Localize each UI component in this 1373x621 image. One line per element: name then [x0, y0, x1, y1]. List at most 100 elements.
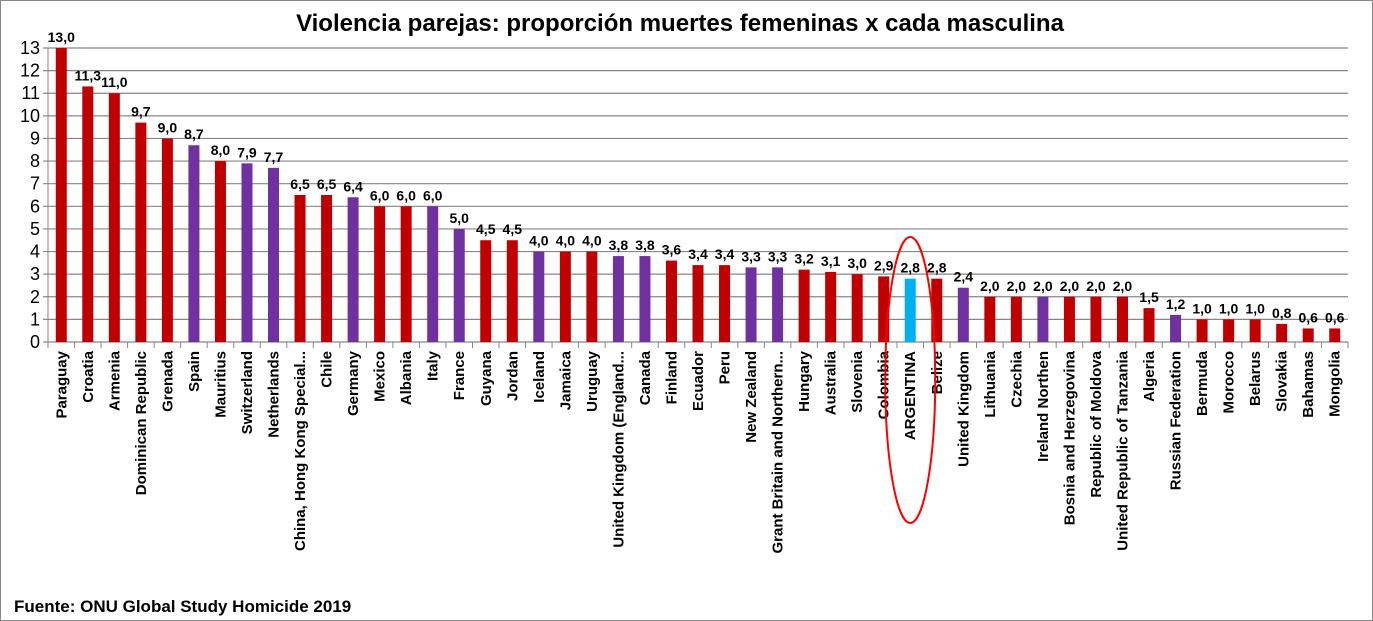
- data-label: 8,0: [211, 142, 231, 158]
- y-tick-label: 11: [21, 83, 40, 103]
- data-label: 6,0: [370, 187, 390, 203]
- data-label: 13,0: [48, 29, 75, 45]
- x-category-label: Morocco: [1221, 351, 1238, 414]
- data-label: 1,2: [1166, 296, 1186, 312]
- bar: [55, 48, 67, 342]
- data-label: 0,8: [1272, 305, 1292, 321]
- data-label: 2,0: [1086, 278, 1106, 294]
- x-category-label: Iceland: [531, 351, 548, 403]
- data-label: 3,0: [847, 255, 867, 271]
- bar: [135, 122, 147, 342]
- bar: [347, 197, 359, 342]
- x-category-label: Uruguay: [584, 350, 601, 412]
- x-category-label: Canada: [637, 350, 654, 405]
- data-label: 6,5: [317, 176, 337, 192]
- y-tick-label: 10: [20, 106, 40, 126]
- x-category-label: Grant Britain and Northern...: [770, 351, 787, 554]
- data-label: 2,8: [927, 260, 947, 276]
- y-tick-label: 13: [20, 38, 40, 58]
- y-tick-label: 4: [30, 242, 40, 262]
- data-label: 2,4: [954, 269, 974, 285]
- bar: [1170, 314, 1182, 342]
- y-tick-label: 0: [30, 332, 40, 352]
- x-category-label: Slovenia: [849, 350, 866, 412]
- bar: [851, 274, 863, 342]
- x-category-label: Albania: [398, 350, 415, 405]
- bar: [1249, 319, 1261, 342]
- data-label: 3,3: [768, 248, 788, 264]
- x-category-label: Finland: [663, 351, 680, 404]
- data-label: 6,0: [423, 187, 443, 203]
- data-label: 0,6: [1325, 309, 1345, 325]
- bar: [400, 206, 412, 342]
- data-label: 9,0: [158, 119, 178, 135]
- data-label: 2,8: [901, 260, 921, 276]
- x-category-label: Chile: [319, 351, 336, 388]
- bar: [1329, 328, 1341, 342]
- data-label: 9,7: [131, 104, 151, 120]
- x-category-label: ARGENTINA: [902, 351, 919, 440]
- bar: [957, 287, 969, 342]
- x-category-label: Belize: [929, 351, 946, 394]
- y-tick-label: 1: [30, 309, 40, 329]
- data-label: 6,5: [290, 176, 310, 192]
- x-category-label: Mexico: [372, 351, 389, 402]
- bar: [506, 240, 518, 342]
- highlight-ellipse: [884, 236, 937, 524]
- bar: [1063, 296, 1075, 342]
- bar: [586, 251, 598, 342]
- x-category-label: Mauritius: [212, 351, 229, 418]
- data-label: 3,2: [794, 251, 814, 267]
- bar: [719, 265, 731, 342]
- x-category-label: France: [451, 351, 468, 400]
- x-category-label: Ireland Northen: [1035, 351, 1052, 462]
- bar: [692, 265, 704, 342]
- bar: [374, 206, 386, 342]
- data-label: 2,0: [1007, 278, 1027, 294]
- x-category-label: United Republic of Tanzania: [1114, 350, 1131, 550]
- y-tick-label: 7: [30, 174, 40, 194]
- bar: [1037, 296, 1049, 342]
- x-category-label: Mongolia: [1327, 350, 1344, 416]
- data-label: 3,4: [715, 246, 735, 262]
- x-category-label: Hungary: [796, 350, 813, 412]
- x-category-label: Lithuania: [982, 350, 999, 417]
- data-label: 2,0: [1060, 278, 1080, 294]
- bar: [214, 161, 226, 342]
- data-label: 4,5: [503, 221, 523, 237]
- x-category-label: Spain: [186, 351, 203, 392]
- bar: [294, 195, 306, 342]
- bar: [665, 260, 677, 342]
- data-label: 1,0: [1245, 300, 1265, 316]
- bar: [798, 269, 810, 342]
- bar: [984, 296, 996, 342]
- x-category-label: Netherlands: [266, 351, 283, 438]
- data-label: 3,8: [609, 237, 629, 253]
- bar: [559, 251, 571, 342]
- bar: [268, 167, 280, 342]
- bar: [453, 228, 465, 342]
- bar: [745, 267, 757, 342]
- bar: [82, 86, 94, 342]
- data-label: 7,7: [264, 149, 284, 165]
- x-category-label: Ecuador: [690, 351, 707, 411]
- x-category-label: Dominican Republic: [133, 351, 150, 495]
- bar: [612, 256, 624, 342]
- bar: [533, 251, 545, 342]
- x-category-label: Bahamas: [1300, 351, 1317, 418]
- x-category-label: United Kingdom (England...: [610, 351, 627, 548]
- bar: [1090, 296, 1102, 342]
- x-category-label: Australia: [823, 350, 840, 415]
- x-category-label: Republic of Moldova: [1088, 350, 1105, 497]
- bar: [1010, 296, 1022, 342]
- data-label: 1,0: [1219, 300, 1239, 316]
- x-category-label: Russian Federation: [1168, 351, 1185, 490]
- x-category-label: Jamaica: [557, 350, 574, 410]
- y-tick-label: 3: [30, 264, 40, 284]
- x-category-label: Grenada: [159, 350, 176, 412]
- data-label: 4,0: [556, 233, 576, 249]
- x-category-label: Colombia: [876, 350, 893, 419]
- source-note: Fuente: ONU Global Study Homicide 2019: [14, 597, 351, 616]
- bar: [108, 93, 120, 342]
